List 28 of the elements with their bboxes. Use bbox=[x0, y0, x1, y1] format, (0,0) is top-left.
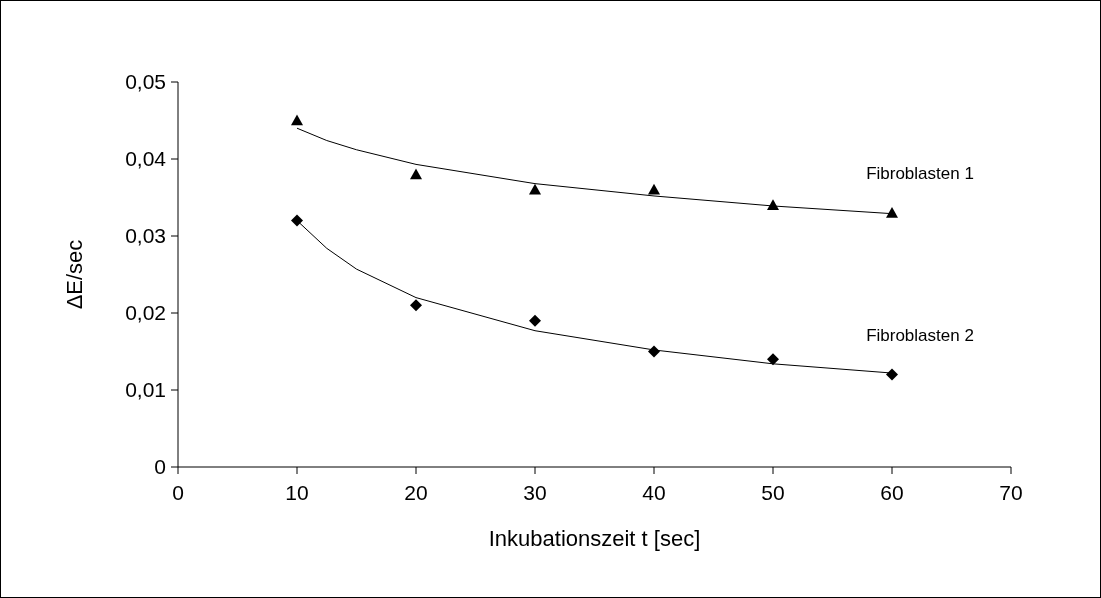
point bbox=[529, 183, 541, 195]
y-tick-label: 0,03 bbox=[125, 224, 166, 247]
point bbox=[410, 299, 422, 312]
point bbox=[291, 114, 303, 126]
point bbox=[410, 168, 422, 180]
text: Fibroblasten 2 bbox=[866, 325, 974, 345]
y-axis-title: ΔE/sec bbox=[62, 239, 87, 310]
x-tick-label: 40 bbox=[642, 481, 666, 504]
point bbox=[648, 183, 660, 195]
y-tick-label: 0,05 bbox=[125, 70, 166, 93]
x-tick-label: 50 bbox=[761, 481, 785, 504]
y-tick-label: 0 bbox=[154, 455, 166, 478]
point bbox=[886, 206, 898, 218]
x-tick-label: 10 bbox=[285, 481, 309, 504]
point bbox=[291, 214, 303, 227]
x-tick-label: 20 bbox=[404, 481, 428, 504]
x-axis-title: Inkubationszeit t [sec] bbox=[488, 526, 701, 551]
x-tick-label: 60 bbox=[880, 481, 904, 504]
x-tick-label: 30 bbox=[523, 481, 547, 504]
y-tick-label: 0,01 bbox=[125, 378, 166, 401]
point bbox=[529, 314, 541, 327]
y-tick-label: 0,04 bbox=[125, 147, 167, 170]
text: Fibroblasten 1 bbox=[866, 163, 974, 183]
point bbox=[886, 368, 898, 381]
point bbox=[767, 353, 779, 366]
x-tick-label: 70 bbox=[999, 481, 1023, 504]
x-tick-label: 0 bbox=[172, 481, 184, 504]
y-tick-label: 0,02 bbox=[125, 301, 166, 324]
